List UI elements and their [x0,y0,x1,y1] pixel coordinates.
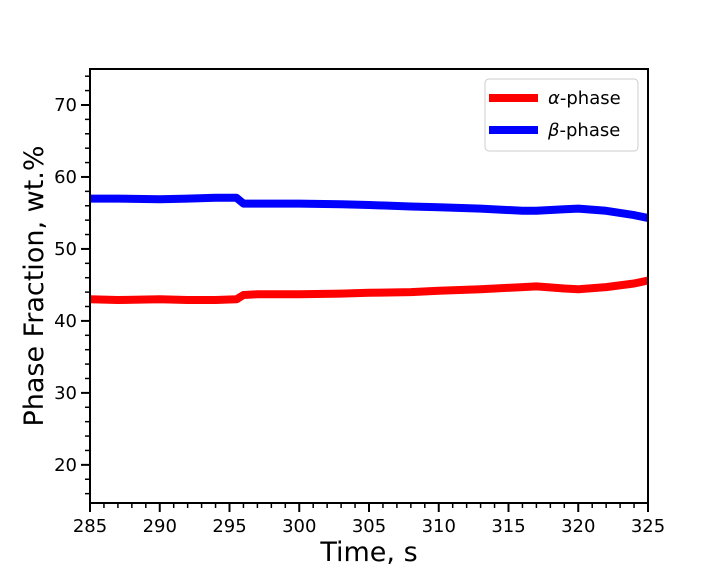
series-line-alpha [90,276,648,304]
x-axis-title: Time, s [319,537,417,568]
x-axis: 285 290 295 300 305 310 315 320 325 [73,503,665,537]
y-tick-label: 40 [54,311,77,332]
x-tick-label: 285 [73,516,107,537]
series-line-beta [90,193,648,222]
x-tick-label: 305 [352,516,386,537]
y-axis: 20 30 40 50 60 70 [54,75,90,495]
y-tick-label: 70 [54,95,77,116]
legend-greek-symbol: α [548,88,560,109]
x-tick-label: 315 [491,516,525,537]
y-tick-label: 60 [54,167,77,188]
x-tick-label: 295 [212,516,246,537]
legend-label: α-phase [548,88,621,109]
y-tick-label: 30 [54,383,77,404]
legend-label: β-phase [547,120,620,141]
x-tick-label: 320 [561,516,595,537]
y-axis-title: Phase Fraction, wt.% [19,145,50,426]
legend-greek-symbol: β [547,120,560,141]
x-tick-label: 325 [631,516,665,537]
x-tick-label: 300 [282,516,316,537]
plot-lines [90,193,648,304]
legend-label-suffix: -phase [560,88,621,109]
x-tick-label: 290 [143,516,177,537]
legend-label-suffix: -phase [560,120,621,141]
x-tick-label: 310 [422,516,456,537]
y-tick-label: 50 [54,239,77,260]
y-tick-label: 20 [54,455,77,476]
